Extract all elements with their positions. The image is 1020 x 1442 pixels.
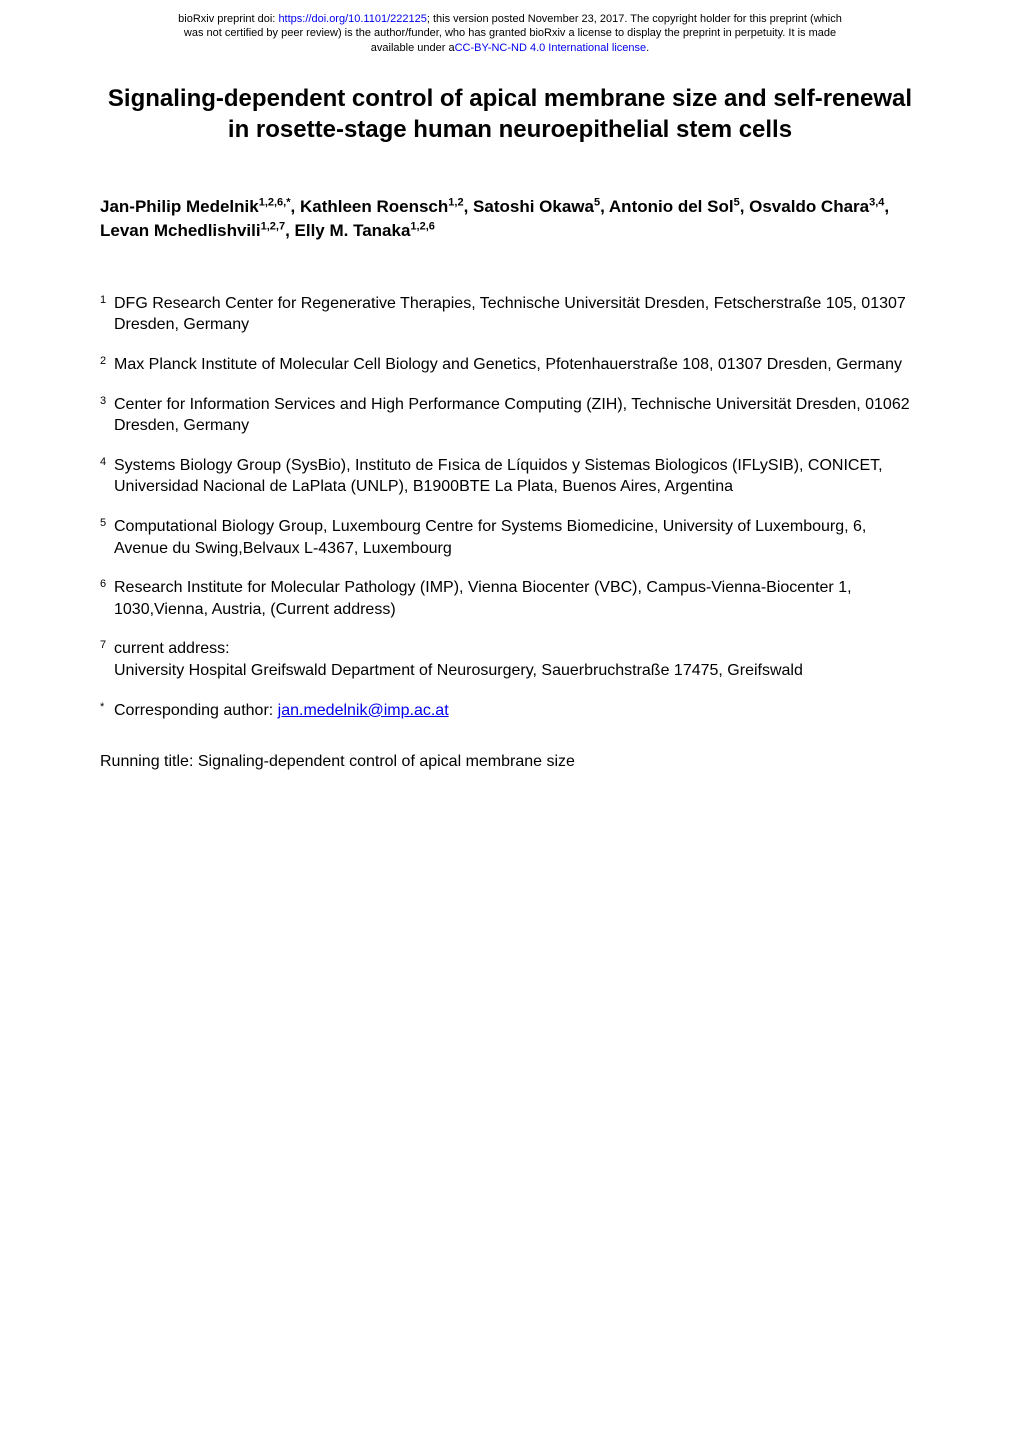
affiliation-text: Max Planck Institute of Molecular Cell B… — [114, 354, 920, 376]
affiliation-item: 5Computational Biology Group, Luxembourg… — [100, 516, 920, 559]
affiliation-item: 4Systems Biology Group (SysBio), Institu… — [100, 455, 920, 498]
affiliation-item: 2Max Planck Institute of Molecular Cell … — [100, 354, 920, 376]
license-link[interactable]: CC-BY-NC-ND 4.0 International license — [455, 42, 647, 54]
affiliation-item: 6Research Institute for Molecular Pathol… — [100, 577, 920, 620]
banner-text-1: bioRxiv preprint doi: — [178, 13, 278, 25]
corresponding-marker: * — [100, 700, 112, 722]
affiliation-text: current address: University Hospital Gre… — [114, 638, 920, 681]
doi-link[interactable]: https://doi.org/10.1101/222125 — [278, 13, 426, 25]
affiliation-item: 1DFG Research Center for Regenerative Th… — [100, 293, 920, 336]
corresponding-email[interactable]: jan.medelnik@imp.ac.at — [278, 702, 449, 719]
affiliation-item: 3Center for Information Services and Hig… — [100, 394, 920, 437]
authors-list: Jan-Philip Medelnik1,2,6,*, Kathleen Roe… — [100, 195, 920, 243]
affiliation-number: 2 — [100, 354, 112, 376]
paper-title: Signaling-dependent control of apical me… — [100, 83, 920, 145]
affiliation-number: 6 — [100, 577, 112, 620]
corresponding-label: Corresponding author: — [114, 702, 278, 719]
affiliation-text: DFG Research Center for Regenerative The… — [114, 293, 920, 336]
affiliation-number: 3 — [100, 394, 112, 437]
affiliation-text: Center for Information Services and High… — [114, 394, 920, 437]
affiliation-number: 1 — [100, 293, 112, 336]
corresponding-text: Corresponding author: jan.medelnik@imp.a… — [114, 700, 920, 722]
affiliation-text: Research Institute for Molecular Patholo… — [114, 577, 920, 620]
affiliation-text: Computational Biology Group, Luxembourg … — [114, 516, 920, 559]
affiliation-number: 5 — [100, 516, 112, 559]
affiliations-block: 1DFG Research Center for Regenerative Th… — [100, 293, 920, 682]
corresponding-author: * Corresponding author: jan.medelnik@imp… — [100, 700, 920, 722]
banner-text-1b: ; this version posted November 23, 2017.… — [427, 13, 842, 25]
banner-text-3b: . — [646, 42, 649, 54]
running-title: Running title: Signaling-dependent contr… — [100, 751, 920, 773]
affiliation-text: Systems Biology Group (SysBio), Institut… — [114, 455, 920, 498]
affiliation-number: 4 — [100, 455, 112, 498]
affiliation-number: 7 — [100, 638, 112, 681]
banner-text-2: was not certified by peer review) is the… — [184, 27, 836, 39]
paper-content: Signaling-dependent control of apical me… — [0, 63, 1020, 813]
banner-text-3a: available under a — [371, 42, 455, 54]
affiliation-item: 7current address: University Hospital Gr… — [100, 638, 920, 681]
preprint-banner: bioRxiv preprint doi: https://doi.org/10… — [0, 0, 1020, 63]
